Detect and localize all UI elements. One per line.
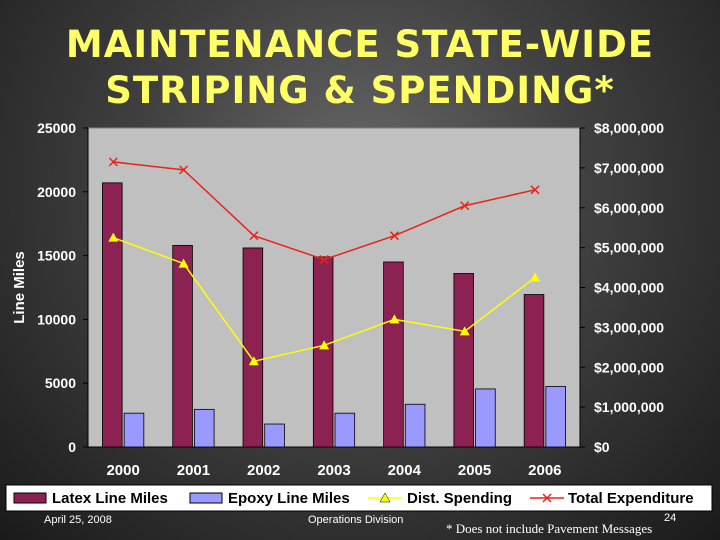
right-tick-label: $7,000,000 [594, 160, 664, 176]
right-tick-label: $2,000,000 [594, 359, 664, 375]
spending-point [108, 232, 119, 242]
legend-latex-label: Latex Line Miles [52, 490, 168, 507]
epoxy-bar [475, 388, 496, 448]
epoxy-bar [334, 412, 356, 448]
x-tick-label: 2003 [317, 462, 350, 479]
footnote: * Does not include Pavement Messages [446, 521, 653, 536]
legend-box [5, 484, 713, 512]
total-expenditure-point [319, 255, 329, 265]
total-expenditure-point [108, 157, 118, 167]
epoxy-bar [404, 403, 426, 448]
legend-spending-marker [379, 492, 391, 503]
epoxy-bar [123, 412, 145, 448]
spending-point [530, 272, 541, 282]
x-marker-stroke [249, 231, 259, 241]
x-marker-stroke [389, 231, 399, 241]
spending-point [319, 340, 330, 350]
x-marker-stroke [530, 185, 540, 195]
total-expenditure-point [389, 231, 399, 241]
left-tick-label: 10000 [37, 311, 76, 327]
latex-bar [383, 261, 404, 448]
legend-epoxy-label: Epoxy Line Miles [228, 490, 350, 507]
latex-bar [172, 244, 193, 448]
latex-bar [242, 247, 264, 448]
total-expenditure-point [249, 231, 259, 241]
left-tick-label: 15000 [37, 248, 76, 264]
epoxy-bar [194, 408, 215, 448]
plot-area [87, 127, 581, 448]
x-tick-label: 2005 [458, 462, 491, 479]
right-tick-label: $1,000,000 [594, 399, 664, 415]
legend-spending-label: Dist. Spending [407, 490, 512, 507]
right-tick-label: $8,000,000 [594, 120, 664, 136]
latex-bar [453, 273, 474, 448]
right-tick-label: $0 [594, 439, 610, 455]
footer-division: Operations Division [308, 514, 404, 526]
x-tick-label: 2002 [247, 462, 280, 479]
x-marker-stroke [179, 165, 189, 175]
total-expenditure-point [179, 165, 189, 175]
slide-title: MAINTENANCE STATE-WIDE STRIPING & SPENDI… [0, 22, 720, 114]
y-axis-title: Line Miles [11, 251, 28, 324]
right-tick-label: $4,000,000 [594, 280, 664, 296]
left-tick-label: 20000 [37, 184, 76, 200]
x-tick-label: 2004 [388, 462, 422, 479]
legend-total-marker [542, 493, 552, 503]
spending-point [248, 356, 259, 366]
left-tick-label: 5000 [45, 375, 76, 391]
page-number: 24 [664, 512, 677, 524]
epoxy-bar [545, 385, 566, 448]
title-line-2: STRIPING & SPENDING* [105, 69, 615, 112]
title-line-1: MAINTENANCE STATE-WIDE [65, 23, 655, 66]
legend-total-label: Total Expenditure [568, 490, 694, 507]
left-tick-label: 0 [68, 439, 76, 455]
legend-latex-swatch [13, 492, 47, 504]
x-tick-label: 2000 [106, 462, 139, 479]
total-expenditure-point [460, 201, 470, 211]
latex-bar [102, 182, 123, 448]
total-expenditure-point [530, 185, 540, 195]
latex-bar [312, 256, 334, 448]
legend-epoxy-swatch [189, 492, 223, 504]
epoxy-bar [264, 423, 285, 448]
spending-point [459, 326, 470, 336]
x-marker-stroke [319, 255, 329, 265]
right-tick-label: $5,000,000 [594, 240, 664, 256]
x-tick-label: 2001 [177, 462, 210, 479]
latex-bar [523, 294, 545, 448]
spending-point [389, 314, 400, 324]
x-marker-stroke [460, 201, 470, 211]
left-tick-label: 25000 [37, 120, 76, 136]
footer-date: April 25, 2008 [44, 514, 112, 526]
x-marker-stroke [108, 157, 118, 167]
right-tick-label: $6,000,000 [594, 200, 664, 216]
spending-point [178, 258, 189, 268]
x-tick-label: 2006 [528, 462, 561, 479]
right-tick-label: $3,000,000 [594, 319, 664, 335]
